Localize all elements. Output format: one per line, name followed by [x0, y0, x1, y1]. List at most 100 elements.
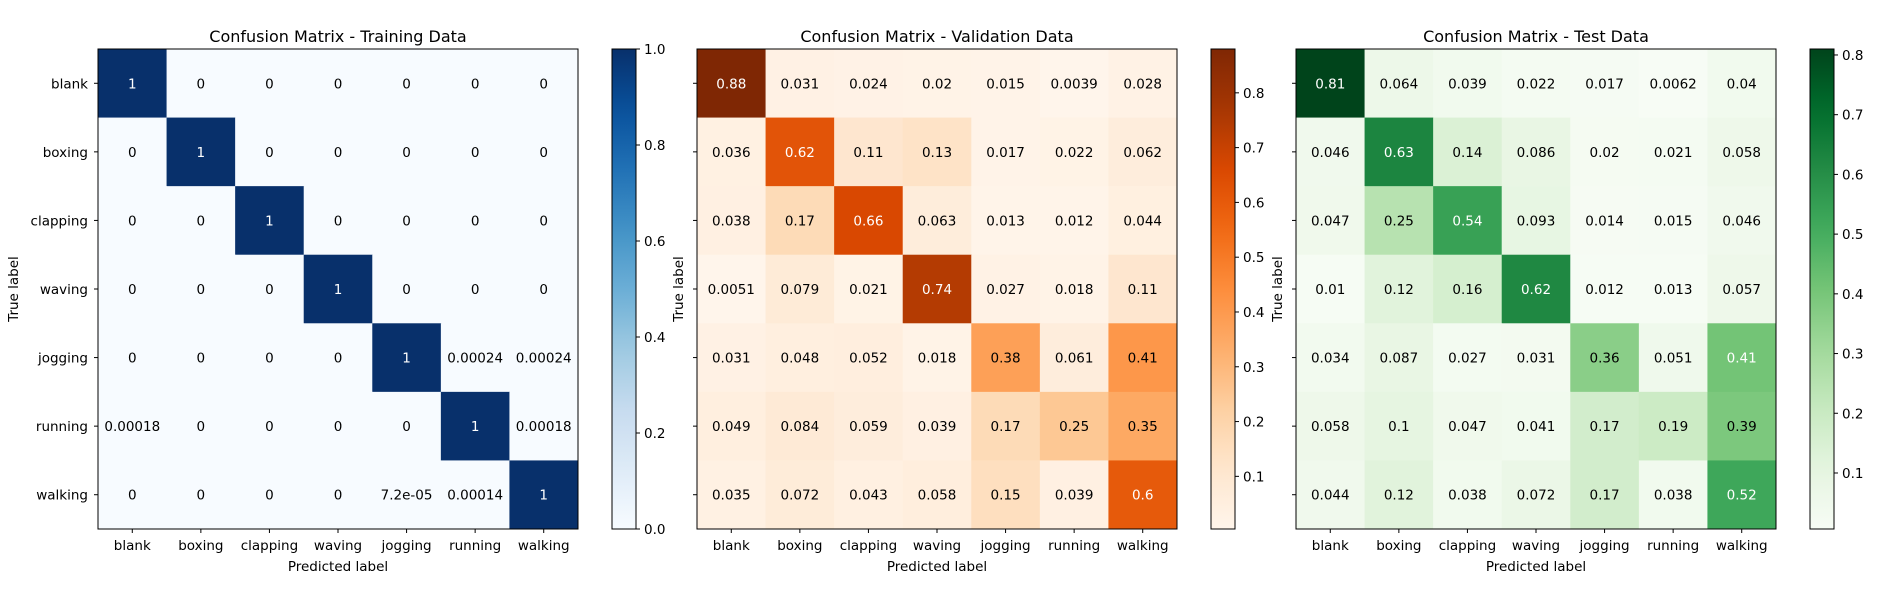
- heatmap-cell: [1364, 460, 1434, 530]
- cell-value-label: 0.25: [1059, 419, 1089, 435]
- y-tick-label: waving: [40, 282, 88, 298]
- heatmap-cell: [1501, 460, 1571, 530]
- cell-value-label: 0.058: [1311, 419, 1350, 435]
- colorbar-tick-label: 0.5: [1842, 227, 1863, 243]
- cell-value-label: 0.061: [1055, 351, 1094, 367]
- x-tick-label: blank: [713, 538, 750, 554]
- cell-value-label: 1: [197, 145, 206, 161]
- cell-value-label: 0: [471, 213, 480, 229]
- heatmap-cell: [902, 460, 972, 530]
- cell-value-label: 0.027: [1448, 351, 1487, 367]
- cell-value-label: 0: [265, 419, 274, 435]
- heatmap-cell: [765, 460, 835, 530]
- cell-value-label: 0.0051: [708, 282, 755, 298]
- y-tick-label: blank: [51, 76, 88, 92]
- colorbar-tick-label: 0.3: [1243, 360, 1264, 376]
- heatmap-cell: [834, 254, 904, 324]
- heatmap-cell: [1039, 391, 1109, 461]
- cell-value-label: 0.17: [785, 213, 815, 229]
- chart-title: Confusion Matrix - Training Data: [209, 27, 466, 46]
- x-tick-label: blank: [114, 538, 151, 554]
- heatmap-cell: [971, 460, 1041, 530]
- cell-value-label: 0.043: [849, 488, 888, 504]
- cell-value-label: 0.027: [986, 282, 1025, 298]
- heatmap-cell: [1501, 254, 1571, 324]
- cell-value-label: 0: [334, 351, 343, 367]
- cell-value-label: 0.058: [1722, 145, 1761, 161]
- heatmap-cell: [372, 186, 442, 256]
- heatmap-cell: [440, 391, 510, 461]
- colorbar-tick-label: 0.2: [1243, 415, 1264, 431]
- cell-value-label: 0.00018: [516, 419, 572, 435]
- heatmap-cell: [166, 49, 236, 119]
- heatmap-cell: [372, 49, 442, 119]
- x-tick-label: blank: [1312, 538, 1349, 554]
- cell-value-label: 0: [471, 76, 480, 92]
- heatmap-cell: [902, 117, 972, 187]
- heatmap-cell: [1433, 254, 1503, 324]
- heatmap-cell: [1638, 186, 1708, 256]
- heatmap-cell: [971, 117, 1041, 187]
- heatmap-cell: [1039, 254, 1109, 324]
- x-tick-label: running: [449, 538, 501, 554]
- x-tick-label: clapping: [1439, 538, 1496, 554]
- heatmap-cell: [971, 323, 1041, 393]
- heatmap-cell: [1707, 254, 1777, 324]
- cell-value-label: 0.044: [1123, 213, 1162, 229]
- heatmap-cell: [765, 186, 835, 256]
- heatmap-cell: [1570, 49, 1640, 119]
- heatmap-cell: [1108, 391, 1178, 461]
- heatmap-cell: [303, 186, 373, 256]
- cell-value-label: 0.15: [991, 488, 1021, 504]
- cell-value-label: 0.00018: [104, 419, 160, 435]
- cell-value-label: 0.52: [1727, 488, 1757, 504]
- cell-value-label: 0.17: [991, 419, 1021, 435]
- heatmap-cell: [1364, 323, 1434, 393]
- heatmap-cell: [697, 49, 767, 119]
- cell-value-label: 0.031: [712, 351, 751, 367]
- cell-value-label: 0.028: [1123, 76, 1162, 92]
- cell-value-label: 1: [539, 488, 548, 504]
- heatmap-cell: [372, 391, 442, 461]
- heatmap-cell: [902, 254, 972, 324]
- cell-value-label: 0.00014: [447, 488, 503, 504]
- y-tick-label: running: [36, 419, 88, 435]
- cell-value-label: 1: [402, 351, 411, 367]
- heatmap-cell: [902, 391, 972, 461]
- heatmap-cell: [1296, 391, 1366, 461]
- x-tick-label: boxing: [1376, 538, 1421, 554]
- cell-value-label: 0.39: [1727, 419, 1757, 435]
- cell-value-label: 0: [334, 419, 343, 435]
- cell-value-label: 0: [197, 488, 206, 504]
- cell-value-label: 0.059: [849, 419, 888, 435]
- heatmap-cell: [440, 460, 510, 530]
- heatmap-cell: [697, 254, 767, 324]
- cell-value-label: 0.017: [986, 145, 1025, 161]
- cell-value-label: 0.038: [712, 213, 751, 229]
- heatmap-cell: [1296, 323, 1366, 393]
- cell-value-label: 0.62: [1521, 282, 1551, 298]
- cell-value-label: 0: [402, 76, 411, 92]
- heatmap-cell: [1364, 49, 1434, 119]
- heatmap-cell: [235, 49, 305, 119]
- heatmap-cell: [98, 391, 168, 461]
- cell-value-label: 0.25: [1384, 213, 1414, 229]
- heatmap-cell: [235, 391, 305, 461]
- colorbar-tick-label: 0.1: [1842, 466, 1863, 482]
- cell-value-label: 0: [265, 488, 274, 504]
- x-tick-label: waving: [1512, 538, 1560, 554]
- cell-value-label: 0.74: [922, 282, 952, 298]
- cell-value-label: 0.049: [712, 419, 751, 435]
- heatmap-cell: [1433, 323, 1503, 393]
- heatmap-cell: [1638, 254, 1708, 324]
- colorbar-tick-label: 0.7: [1842, 108, 1863, 124]
- cell-value-label: 0.031: [781, 76, 820, 92]
- cell-value-label: 0.12: [1384, 488, 1414, 504]
- cell-value-label: 0.047: [1311, 213, 1350, 229]
- x-tick-label: jogging: [381, 538, 432, 554]
- heatmap-cell: [98, 49, 168, 119]
- y-tick-label: clapping: [31, 213, 88, 229]
- colorbar-tick-label: 0.4: [1243, 305, 1264, 321]
- cell-value-label: 0.015: [1654, 213, 1693, 229]
